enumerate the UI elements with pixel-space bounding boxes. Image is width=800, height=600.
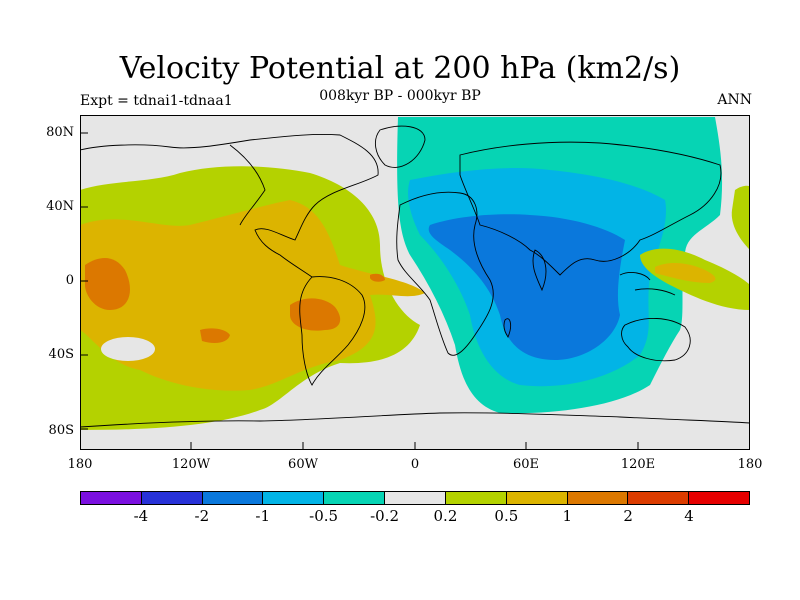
- colorbar-swatch: [445, 492, 507, 504]
- colorbar-label: -0.2: [370, 507, 399, 525]
- colorbar-swatch: [506, 492, 568, 504]
- colorbar-swatch: [81, 492, 142, 504]
- colorbar-label: 1: [562, 507, 573, 525]
- x-tick-label: 120E: [620, 457, 656, 472]
- y-tick-label: 0: [65, 273, 74, 288]
- colorbar-label: -1: [255, 507, 271, 525]
- colorbar-label: 0.5: [494, 507, 519, 525]
- map-subtitle: 008kyr BP - 000kyr BP: [319, 88, 481, 104]
- colorbar-label: 0.2: [433, 507, 458, 525]
- colorbar-swatch: [141, 492, 203, 504]
- contour-positive-green-edge: [731, 185, 750, 250]
- colorbar-swatch: [324, 492, 386, 504]
- x-tick-label: 180: [67, 457, 93, 472]
- contour-neutral-spot: [101, 337, 155, 361]
- y-tick-label: 80S: [48, 423, 74, 438]
- contour-negative-blue: [428, 214, 625, 360]
- contour-positive-yellow-east: [655, 263, 716, 283]
- contour-positive-yellow: [80, 200, 425, 391]
- season-label: ANN: [717, 92, 752, 108]
- contour-positive-orange-4: [370, 273, 385, 282]
- colorbar-swatch: [385, 492, 446, 504]
- contour-positive-orange-2: [290, 298, 341, 331]
- colorbar-swatch: [202, 492, 264, 504]
- colorbar-swatch: [263, 492, 325, 504]
- colorbar: [80, 491, 750, 505]
- colorbar-swatch: [567, 492, 629, 504]
- y-tick-label: 40S: [48, 347, 74, 362]
- colorbar-swatch: [628, 492, 690, 504]
- coastlines: [80, 125, 750, 428]
- x-tick-label: 0: [410, 457, 420, 472]
- y-tick-label: 40N: [46, 199, 74, 214]
- colorbar-label: -4: [133, 507, 149, 525]
- contour-positive-orange-1: [85, 258, 130, 310]
- x-tick-label: 180: [737, 457, 763, 472]
- experiment-label: Expt = tdnai1-tdnaa1: [80, 93, 233, 109]
- map-title: Velocity Potential at 200 hPa (km2/s): [119, 51, 681, 86]
- map-plot: [80, 115, 750, 450]
- colorbar-label: -0.5: [309, 507, 339, 525]
- colorbar-swatch: [689, 492, 749, 504]
- colorbar-label: -2: [194, 507, 210, 525]
- contour-positive-orange-3: [200, 328, 230, 343]
- y-tick-label: 80N: [46, 125, 74, 140]
- x-tick-label: 60W: [288, 457, 318, 472]
- colorbar-label: 2: [623, 507, 633, 525]
- x-tick-label: 60E: [512, 457, 540, 472]
- colorbar-label: 4: [684, 507, 694, 525]
- x-tick-label: 120W: [171, 457, 211, 472]
